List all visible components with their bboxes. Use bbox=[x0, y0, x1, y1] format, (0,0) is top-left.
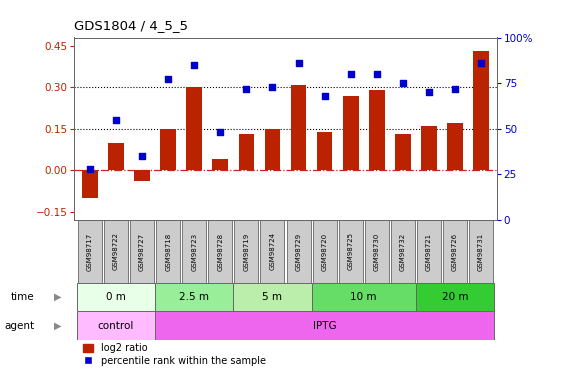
FancyBboxPatch shape bbox=[182, 220, 206, 283]
Point bbox=[320, 93, 329, 99]
Bar bbox=[77, 283, 155, 311]
Point bbox=[190, 62, 199, 68]
Text: ▶: ▶ bbox=[54, 292, 62, 302]
Point bbox=[346, 71, 355, 77]
FancyBboxPatch shape bbox=[417, 220, 441, 283]
Text: control: control bbox=[98, 321, 134, 331]
FancyBboxPatch shape bbox=[156, 220, 180, 283]
Bar bbox=[312, 283, 416, 311]
FancyBboxPatch shape bbox=[78, 220, 102, 283]
Bar bbox=[77, 311, 155, 340]
FancyBboxPatch shape bbox=[391, 220, 415, 283]
FancyBboxPatch shape bbox=[234, 220, 258, 283]
Text: GSM98731: GSM98731 bbox=[478, 232, 484, 271]
Bar bbox=[264, 129, 280, 170]
Text: GSM98721: GSM98721 bbox=[426, 232, 432, 270]
Bar bbox=[134, 170, 150, 182]
Bar bbox=[395, 134, 411, 170]
Point bbox=[85, 166, 94, 172]
FancyBboxPatch shape bbox=[260, 220, 284, 283]
Bar bbox=[343, 96, 359, 170]
Bar bbox=[421, 126, 437, 170]
Point bbox=[294, 60, 303, 66]
Text: GSM98722: GSM98722 bbox=[113, 232, 119, 270]
Bar bbox=[155, 283, 234, 311]
Text: GSM98728: GSM98728 bbox=[218, 232, 223, 270]
Text: 0 m: 0 m bbox=[106, 292, 126, 302]
Bar bbox=[291, 84, 307, 170]
Text: GSM98726: GSM98726 bbox=[452, 232, 458, 270]
Text: 2.5 m: 2.5 m bbox=[179, 292, 209, 302]
Bar bbox=[234, 283, 312, 311]
FancyBboxPatch shape bbox=[365, 220, 389, 283]
Point bbox=[424, 89, 433, 95]
Text: time: time bbox=[10, 292, 34, 302]
Point bbox=[216, 129, 225, 135]
Text: GDS1804 / 4_5_5: GDS1804 / 4_5_5 bbox=[74, 19, 188, 32]
FancyBboxPatch shape bbox=[287, 220, 311, 283]
FancyBboxPatch shape bbox=[104, 220, 128, 283]
FancyBboxPatch shape bbox=[443, 220, 467, 283]
Bar bbox=[186, 87, 202, 170]
Point bbox=[111, 117, 120, 123]
Bar bbox=[155, 311, 494, 340]
Point bbox=[451, 86, 460, 92]
Text: GSM98723: GSM98723 bbox=[191, 232, 197, 270]
Bar bbox=[447, 123, 463, 170]
Point bbox=[138, 153, 147, 159]
Bar bbox=[473, 51, 489, 170]
Bar bbox=[369, 90, 385, 170]
FancyBboxPatch shape bbox=[208, 220, 232, 283]
Point bbox=[399, 80, 408, 86]
Point bbox=[163, 76, 172, 82]
FancyBboxPatch shape bbox=[339, 220, 363, 283]
FancyBboxPatch shape bbox=[130, 220, 154, 283]
Text: GSM98732: GSM98732 bbox=[400, 232, 406, 270]
FancyBboxPatch shape bbox=[313, 220, 337, 283]
Text: GSM98729: GSM98729 bbox=[296, 232, 301, 270]
FancyBboxPatch shape bbox=[469, 220, 493, 283]
Text: ▶: ▶ bbox=[54, 321, 62, 331]
Text: agent: agent bbox=[4, 321, 34, 331]
Text: 10 m: 10 m bbox=[351, 292, 377, 302]
Text: GSM98717: GSM98717 bbox=[87, 232, 93, 271]
Text: 5 m: 5 m bbox=[263, 292, 283, 302]
Text: 20 m: 20 m bbox=[442, 292, 468, 302]
Text: GSM98720: GSM98720 bbox=[321, 232, 328, 270]
Bar bbox=[416, 283, 494, 311]
Text: GSM98725: GSM98725 bbox=[348, 232, 353, 270]
Bar bbox=[317, 132, 332, 170]
Text: GSM98730: GSM98730 bbox=[374, 232, 380, 271]
Text: GSM98718: GSM98718 bbox=[165, 232, 171, 271]
Point bbox=[268, 84, 277, 90]
Text: GSM98727: GSM98727 bbox=[139, 232, 145, 270]
Text: IPTG: IPTG bbox=[313, 321, 336, 331]
Bar bbox=[212, 159, 228, 170]
Point bbox=[372, 71, 381, 77]
Legend: log2 ratio, percentile rank within the sample: log2 ratio, percentile rank within the s… bbox=[83, 343, 266, 366]
Bar bbox=[82, 170, 98, 198]
Bar bbox=[108, 142, 124, 170]
Point bbox=[242, 86, 251, 92]
Text: GSM98719: GSM98719 bbox=[243, 232, 250, 271]
Text: GSM98724: GSM98724 bbox=[270, 232, 275, 270]
Bar bbox=[239, 134, 254, 170]
Bar bbox=[160, 129, 176, 170]
Point bbox=[477, 60, 486, 66]
